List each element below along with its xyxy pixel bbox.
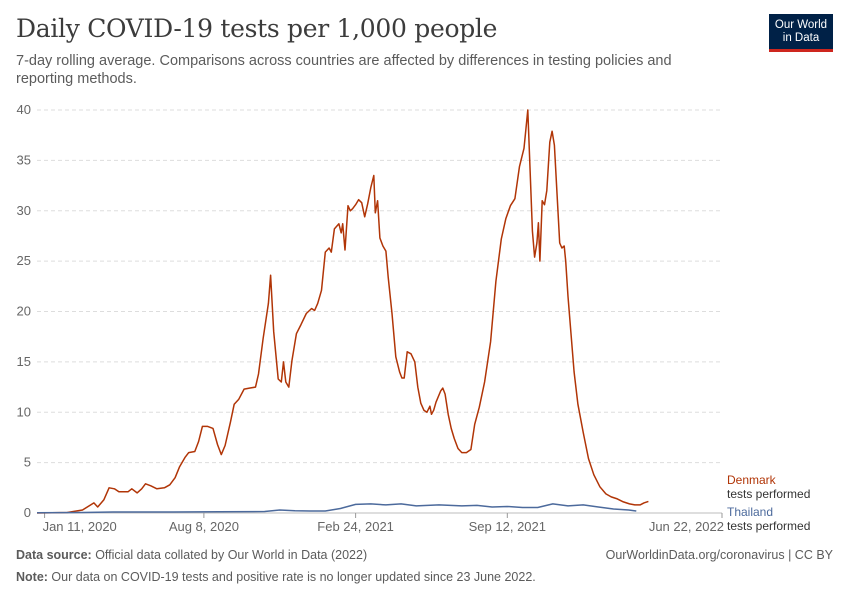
- y-tick-label: 35: [17, 152, 31, 167]
- y-tick-label: 30: [17, 203, 31, 218]
- x-tick-label: Jun 22, 2022: [649, 519, 724, 534]
- x-tick-label: Aug 8, 2020: [169, 519, 239, 534]
- note-text: Our data on COVID-19 tests and positive …: [47, 570, 536, 584]
- series-line-thailand: [36, 503, 637, 514]
- y-tick-label: 25: [17, 253, 31, 268]
- y-tick-label: 20: [17, 304, 31, 319]
- footer-note: Note: Our data on COVID-19 tests and pos…: [16, 570, 536, 584]
- data-source-text: Official data collated by Our World in D…: [91, 548, 368, 562]
- series-line-denmark: [36, 109, 649, 514]
- x-tick-label: Sep 12, 2021: [469, 519, 546, 534]
- y-tick-label: 40: [17, 102, 31, 117]
- logo-line-2: in Data: [782, 32, 820, 44]
- y-tick-label: 10: [17, 404, 31, 419]
- line-chart: 0 5 10 15 20 25 30 35 40 Jan 11, 2020 Aug 8, 2020 F…: [17, 102, 811, 534]
- logo-line-1: Our World: [774, 19, 828, 31]
- chart-subtitle: 7-day rolling average. Comparisons acros…: [16, 53, 672, 87]
- y-tick-label: 5: [24, 455, 31, 470]
- series-sublabel-thailand: tests performed: [727, 519, 810, 533]
- x-tick-label: Feb 24, 2021: [317, 519, 394, 534]
- data-source: Data source: Official data collated by O…: [16, 548, 367, 562]
- series-sublabel-denmark: tests performed: [727, 487, 810, 501]
- y-tick-label: 15: [17, 354, 31, 369]
- y-tick-label: 0: [24, 505, 31, 520]
- x-tick-label: Jan 11, 2020: [43, 519, 117, 534]
- series-label-denmark: Denmark: [727, 473, 777, 487]
- chart-title: Daily COVID-19 tests per 1,000 people: [16, 14, 498, 43]
- series-label-thailand: Thailand: [727, 505, 773, 519]
- credit-link[interactable]: OurWorldinData.org/coronavirus | CC BY: [605, 548, 833, 562]
- data-source-label: Data source:: [16, 548, 92, 562]
- note-label: Note:: [16, 570, 48, 584]
- owid-logo[interactable]: Our World in Data: [769, 14, 833, 52]
